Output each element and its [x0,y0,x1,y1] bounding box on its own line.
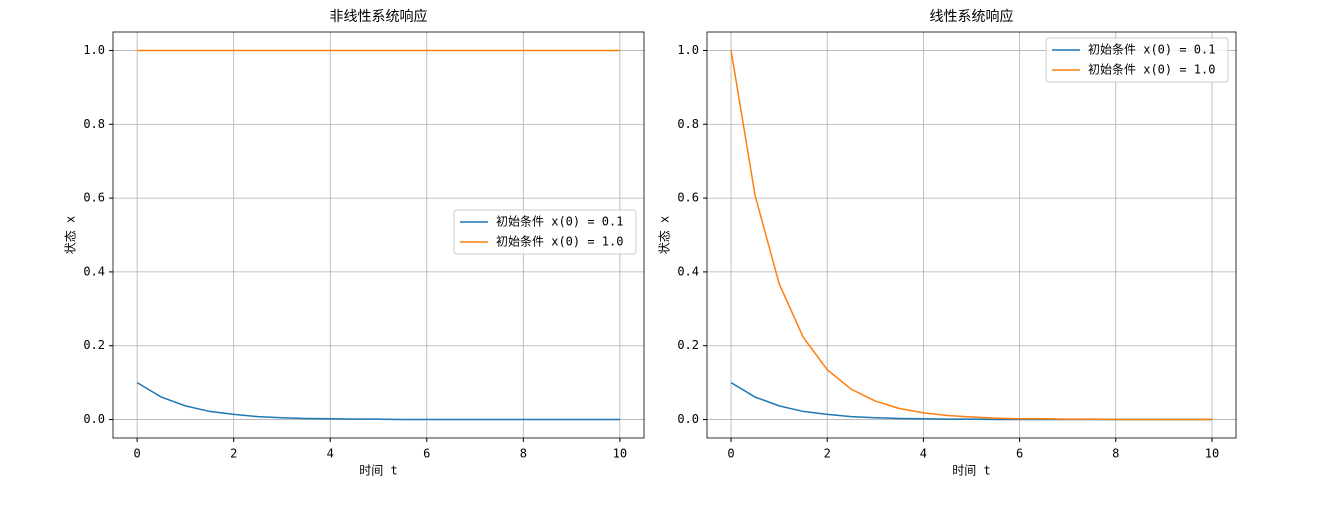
y-tick-label: 1.0 [677,43,699,57]
chart-title: 线性系统响应 [930,8,1014,25]
legend-label: 初始条件 x(0) = 0.1 [496,215,623,229]
legend-label: 初始条件 x(0) = 1.0 [496,235,623,249]
x-tick-label: 0 [134,447,141,461]
line-series [730,50,1212,421]
x-axis-label: 时间 t [952,464,990,478]
y-tick-label: 0.2 [677,338,699,352]
x-tick-label: 2 [824,447,831,461]
y-tick-label: 0.0 [83,412,105,426]
legend-label: 初始条件 x(0) = 1.0 [1088,63,1215,77]
plot-frame [112,31,645,439]
y-tick-label: 0.8 [83,117,105,131]
x-tick-label: 2 [230,447,237,461]
y-tick-label: 0.0 [677,412,699,426]
legend-box [453,209,637,255]
line-series [136,381,620,421]
y-axis-label: 状态 x [64,216,78,254]
x-tick-label: 10 [613,447,627,461]
x-tick-label: 4 [920,447,927,461]
y-tick-label: 0.6 [677,191,699,205]
legend-box [1045,37,1229,83]
x-axis-label: 时间 t [359,464,397,478]
y-tick-label: 1.0 [83,43,105,57]
line-series [730,381,1212,421]
y-tick-label: 0.6 [83,191,105,205]
x-tick-label: 8 [520,447,527,461]
plot-frame [706,31,1237,439]
x-tick-label: 6 [1016,447,1023,461]
x-tick-label: 10 [1205,447,1219,461]
y-tick-label: 0.4 [83,264,105,278]
x-tick-label: 0 [727,447,734,461]
y-axis-label: 状态 x [658,216,672,254]
legend-label: 初始条件 x(0) = 0.1 [1088,43,1215,57]
y-tick-label: 0.2 [83,338,105,352]
x-tick-label: 8 [1112,447,1119,461]
chart-title: 非线性系统响应 [330,8,428,25]
x-tick-label: 6 [423,447,430,461]
y-tick-label: 0.8 [677,117,699,131]
y-tick-label: 0.4 [677,264,699,278]
x-tick-label: 4 [327,447,334,461]
